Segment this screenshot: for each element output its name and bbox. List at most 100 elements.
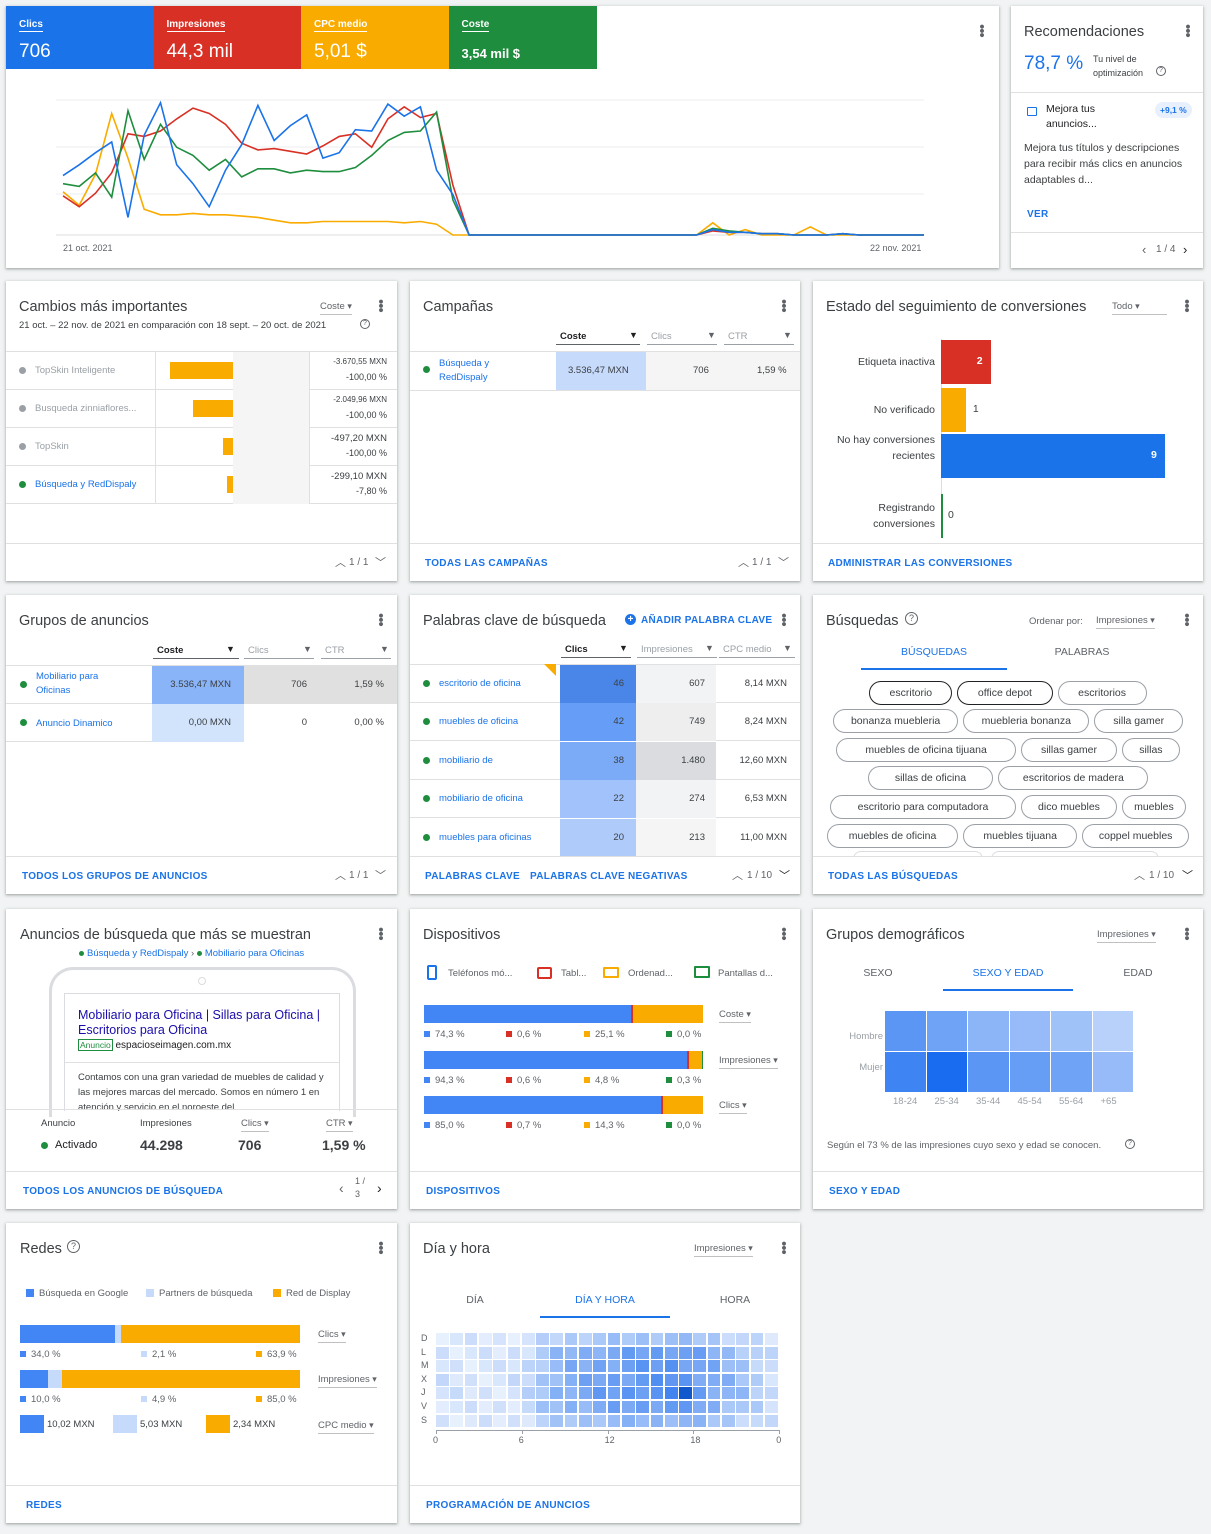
heatmap-cell[interactable] xyxy=(507,1387,521,1400)
keyword-link[interactable]: escritorio de oficina xyxy=(439,678,521,689)
heatmap-cell[interactable] xyxy=(693,1333,707,1346)
network-metric-dropdown[interactable]: Clics xyxy=(318,1329,346,1343)
heatmap-cell[interactable] xyxy=(764,1414,778,1427)
changes-metric-dropdown[interactable]: Coste xyxy=(320,301,352,315)
table-row[interactable]: escritorio de oficina 46 607 8,14 MXN xyxy=(410,665,800,703)
heatmap-cell[interactable] xyxy=(621,1346,635,1359)
heatmap-cell[interactable] xyxy=(478,1414,492,1427)
heatmap-cell[interactable] xyxy=(521,1414,535,1427)
conversions-filter-dropdown[interactable]: Todo xyxy=(1112,301,1167,315)
heatmap-cell[interactable] xyxy=(493,1401,506,1414)
table-row[interactable]: mobiliario de 38 1.480 12,60 MXN xyxy=(410,741,800,780)
heatmap-cell[interactable] xyxy=(650,1346,664,1359)
heatmap-cell[interactable] xyxy=(478,1360,492,1373)
heatmap-cell[interactable] xyxy=(450,1387,464,1400)
rec-prev-icon[interactable]: ‹ xyxy=(1142,242,1147,257)
metric-tile[interactable]: Coste 3,54 mil $ xyxy=(448,6,597,69)
heatmap-cell[interactable] xyxy=(464,1333,478,1346)
heatmap-cell[interactable] xyxy=(607,1414,621,1427)
tab-edad[interactable]: EDAD xyxy=(1123,967,1153,979)
heatmap-cell[interactable] xyxy=(593,1333,607,1346)
ad-group-name-link[interactable]: Mobiliario para Oficinas xyxy=(36,671,99,696)
table-row[interactable]: Búsqueda y RedDispaly 3.536,47 MXN 706 1… xyxy=(410,352,800,390)
heatmap-cell[interactable] xyxy=(750,1360,764,1373)
heatmap-cell[interactable] xyxy=(507,1373,521,1386)
heatmap-cell[interactable] xyxy=(679,1387,692,1400)
search-term-chip[interactable]: sillas gamer xyxy=(1021,738,1117,762)
campaigns-menu-icon[interactable]: ••• xyxy=(775,299,792,312)
help-icon[interactable]: ? xyxy=(1125,1139,1135,1149)
conversion-bar[interactable] xyxy=(941,494,943,538)
heatmap-cell[interactable] xyxy=(926,1011,967,1051)
heatmap-cell[interactable] xyxy=(736,1360,750,1373)
metric-label[interactable]: CPC medio xyxy=(314,19,368,32)
heatmap-cell[interactable] xyxy=(722,1401,735,1414)
heatmap-cell[interactable] xyxy=(707,1360,721,1373)
heatmap-cell[interactable] xyxy=(521,1373,535,1386)
keywords-up-icon[interactable]: ︿ xyxy=(732,870,743,882)
heatmap-cell[interactable] xyxy=(607,1387,621,1400)
heatmap-cell[interactable] xyxy=(450,1333,464,1346)
breadcrumb-campaign[interactable]: Búsqueda y RedDispaly xyxy=(87,948,189,959)
col-header-ctr[interactable]: CTR xyxy=(728,331,748,342)
heatmap-cell[interactable] xyxy=(736,1414,750,1427)
heatmap-cell[interactable] xyxy=(493,1373,506,1386)
metric-tile[interactable]: Clics 706 xyxy=(6,6,154,69)
metric-tile[interactable]: Impresiones 44,3 mil xyxy=(153,6,302,69)
heatmap-cell[interactable] xyxy=(579,1333,592,1346)
search-term-chip[interactable]: sillas de oficina xyxy=(867,766,994,790)
heatmap-cell[interactable] xyxy=(436,1401,449,1414)
heatmap-cell[interactable] xyxy=(621,1387,635,1400)
heatmap-cell[interactable] xyxy=(722,1360,735,1373)
search-term-chip[interactable]: escritorios xyxy=(1057,681,1147,705)
all-ad-groups-link[interactable]: TODOS LOS GRUPOS DE ANUNCIOS xyxy=(22,871,208,882)
heatmap-cell[interactable] xyxy=(750,1401,764,1414)
table-row[interactable]: Mobiliario para Oficinas 3.536,47 MXN 706 1… xyxy=(6,666,397,704)
heatmap-cell[interactable] xyxy=(493,1414,506,1427)
all-search-ads-link[interactable]: TODOS LOS ANUNCIOS DE BÚSQUEDA xyxy=(23,1186,224,1197)
heatmap-cell[interactable] xyxy=(550,1360,564,1373)
heatmap-cell[interactable] xyxy=(564,1373,578,1386)
heatmap-cell[interactable] xyxy=(521,1401,535,1414)
heatmap-cell[interactable] xyxy=(636,1360,649,1373)
cpc-metric-dropdown[interactable]: CPC medio xyxy=(318,1420,374,1434)
heatmap-cell[interactable] xyxy=(621,1360,635,1373)
help-icon[interactable]: ? xyxy=(360,319,370,329)
heatmap-cell[interactable] xyxy=(722,1414,735,1427)
heatmap-cell[interactable] xyxy=(579,1387,592,1400)
search-term-chip[interactable]: escritorios de madera xyxy=(998,766,1149,790)
heatmap-cell[interactable] xyxy=(736,1346,750,1359)
search-term-chip[interactable]: muebles xyxy=(1121,795,1187,819)
all-searches-link[interactable]: TODAS LAS BÚSQUEDAS xyxy=(828,871,958,882)
heatmap-cell[interactable] xyxy=(521,1387,535,1400)
heatmap-cell[interactable] xyxy=(607,1360,621,1373)
search-term-chip[interactable]: muebles de oficina xyxy=(826,824,959,848)
ad-groups-menu-icon[interactable]: ••• xyxy=(372,613,389,626)
heatmap-cell[interactable] xyxy=(607,1333,621,1346)
row-name[interactable]: TopSkin Inteligente xyxy=(35,365,116,376)
heatmap-cell[interactable] xyxy=(736,1387,750,1400)
heatmap-cell[interactable] xyxy=(536,1387,549,1400)
heatmap-cell[interactable] xyxy=(764,1360,778,1373)
heatmap-cell[interactable] xyxy=(464,1414,478,1427)
heatmap-cell[interactable] xyxy=(650,1387,664,1400)
col-header-clics[interactable]: Clics xyxy=(248,645,269,656)
networks-menu-icon[interactable]: ••• xyxy=(372,1241,389,1254)
heatmap-cell[interactable] xyxy=(750,1387,764,1400)
demographics-menu-icon[interactable]: ••• xyxy=(1178,927,1195,940)
heatmap-cell[interactable] xyxy=(478,1387,492,1400)
heatmap-cell[interactable] xyxy=(764,1346,778,1359)
heatmap-cell[interactable] xyxy=(693,1401,707,1414)
heatmap-cell[interactable] xyxy=(1092,1011,1133,1051)
tab-sexo[interactable]: SEXO xyxy=(863,967,893,979)
sex-age-link[interactable]: SEXO Y EDAD xyxy=(829,1186,901,1197)
ad-group-name-link[interactable]: Anuncio Dinamico xyxy=(36,718,113,729)
heatmap-cell[interactable] xyxy=(607,1401,621,1414)
heatmap-cell[interactable] xyxy=(764,1401,778,1414)
stat-label-ctr[interactable]: CTR xyxy=(326,1118,353,1132)
search-term-chip[interactable]: silla gamer xyxy=(1094,709,1184,733)
table-row[interactable]: TopSkin -497,20 MXN -100,00 % xyxy=(6,428,397,466)
heatmap-cell[interactable] xyxy=(464,1387,478,1400)
heatmap-cell[interactable] xyxy=(536,1333,549,1346)
ads-prev-icon[interactable]: ‹ xyxy=(339,1180,344,1196)
